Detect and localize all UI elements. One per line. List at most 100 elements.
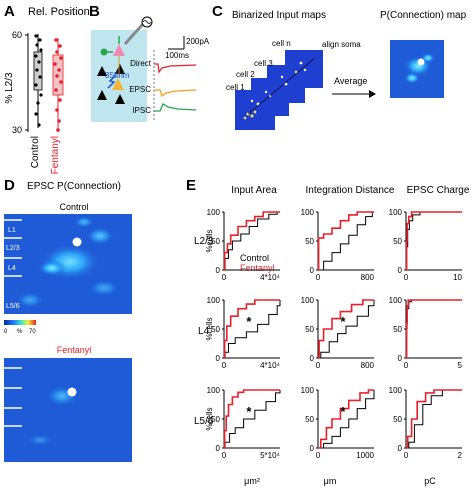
panel-e-unit-1: μm² (244, 476, 260, 486)
panel-a-fentanyl-box (52, 38, 64, 132)
panel-e-col-title-2: Integration Distance (306, 185, 395, 196)
panel-d-colorbar-unit: % (17, 329, 23, 335)
panel-e-y-tick-label: 100 (301, 208, 315, 217)
panel-e-significance-star: * (340, 404, 346, 419)
panel-e-x-max: 1000 (356, 451, 374, 460)
panel-e-col-title-3: EPSC Charge (407, 185, 470, 196)
panel-e-significance-star: * (246, 404, 252, 419)
panel-e-y-tick-label: 50 (211, 237, 220, 246)
panel-d-layer-l1: L1 (8, 227, 16, 234)
panel-e-significance-star: * (246, 314, 252, 329)
panel-a-tick-label: 30 (12, 125, 22, 135)
panel-e-x-max: 4*10⁴ (260, 361, 280, 370)
panel-b-trace-ipsc: IPSC (132, 106, 151, 115)
panel-d-title: EPSC P(Connection) (27, 181, 121, 192)
panel-d-control-map (4, 214, 132, 314)
panel-b-ipsc-trace (154, 103, 197, 112)
panel-e-y-tick-label: 100 (207, 208, 221, 217)
panel-e-x-zero: 0 (222, 361, 227, 370)
panel-e-y-tick-label: 0 (398, 354, 403, 363)
panel-e-x-max: 5*10⁴ (260, 451, 280, 460)
panel-d-colorbar-max: 70 (29, 329, 36, 335)
panel-e-ylabel: %cells (205, 317, 214, 340)
panel-e-y-tick-label: 50 (305, 237, 314, 246)
panel-e-x-zero: 0 (404, 361, 409, 370)
panel-e-legend-control: Control (240, 253, 269, 263)
panel-e-y-tick-label: 0 (216, 444, 221, 453)
panel-e-fentanyl-curve (318, 389, 374, 449)
panel-e-y-tick-label: 100 (389, 208, 403, 217)
panel-e-x-max: 4*10⁴ (260, 273, 280, 282)
panel-e-y-tick-label: 50 (305, 415, 314, 424)
panel-e-x-zero: 0 (404, 451, 409, 460)
panel-d-letter: D (4, 177, 15, 194)
panel-e-x-max: 5 (458, 361, 463, 370)
panel-e-unit-3: pC (424, 476, 436, 486)
panel-c-title-right: P(Connection) map (380, 10, 467, 21)
panel-e-legend-fentanyl: Fentanyl (240, 263, 275, 273)
panel-e-significance-star: * (340, 314, 346, 329)
panel-b-epsc-trace (154, 89, 197, 98)
panel-e-x-zero: 0 (316, 273, 321, 282)
panel-a-control-box (33, 34, 43, 128)
panel-e-control-curve (224, 211, 280, 271)
panel-e-control-curve (224, 300, 281, 359)
panel-c-title-left: Binarized Input maps (232, 10, 326, 21)
panel-e-control-curve (406, 389, 462, 449)
panel-e-fentanyl-curve (318, 299, 374, 359)
panel-e-x-zero: 0 (404, 273, 409, 282)
panel-e-x-max: 2 (458, 451, 463, 460)
panel-b-trace-epsc: EPSC (129, 85, 151, 94)
panel-c-cell-n: cell n (272, 39, 291, 48)
panel-c-cell-1: cell 1 (226, 83, 245, 92)
panel-e-y-tick-label: 0 (310, 266, 315, 275)
panel-b-electrode (123, 16, 153, 46)
panel-e-y-tick-label: 50 (211, 415, 220, 424)
panel-a-group-control: Control (30, 136, 41, 168)
panel-e-y-tick-label: 100 (389, 296, 403, 305)
panel-e-y-tick-label: 0 (216, 266, 221, 275)
panel-c-arrow-label: Average (334, 76, 367, 86)
panel-d-layer-l4: L4 (8, 265, 16, 272)
panel-e-x-max: 10 (453, 273, 462, 282)
panel-e-control-curve (224, 390, 281, 449)
panel-c-cell-3: cell 3 (254, 59, 273, 68)
panel-b-trace-direct: Direct (130, 59, 152, 68)
panel-a-title: Rel. Position (28, 6, 90, 18)
panel-e-unit-2: μm (324, 476, 337, 486)
panel-e-y-tick-label: 50 (393, 415, 402, 424)
panel-e-x-zero: 0 (222, 451, 227, 460)
panel-e-control-curve (318, 300, 375, 359)
panel-e-control-curve (318, 390, 375, 449)
panel-e-control-curve (406, 211, 462, 271)
panel-e-ylabel: %cells (205, 229, 214, 252)
panel-e-ylabel: %cells (205, 407, 214, 430)
panel-c-probability-map (390, 40, 444, 98)
panel-e-y-tick-label: 50 (211, 325, 220, 334)
panel-e-fentanyl-curve (223, 299, 280, 359)
panel-b-neurons (97, 36, 125, 104)
panel-c-align: align soma (322, 40, 361, 49)
panel-e-col-title-1: Input Area (231, 185, 277, 196)
panel-d-colorbar-min: 0 (4, 329, 8, 335)
panel-e-fentanyl-curve (223, 211, 280, 271)
panel-b-scale-current: 200pA (186, 37, 210, 46)
panel-d-layer-l23: L2/3 (6, 245, 20, 252)
panel-e-row-2: L4 (198, 326, 210, 337)
panel-e-y-tick-label: 100 (207, 296, 221, 305)
panel-e-fentanyl-curve (223, 389, 280, 449)
panel-e-y-tick-label: 0 (310, 444, 315, 453)
panel-e-y-tick-label: 0 (398, 444, 403, 453)
panel-d-layer-l56: L5/6 (6, 303, 20, 310)
panel-e-x-zero: 0 (316, 451, 321, 460)
panel-e-y-tick-label: 0 (398, 266, 403, 275)
panel-e-fentanyl-curve (405, 299, 462, 359)
panel-e-letter: E (186, 177, 196, 194)
panel-b-wavelength: 355nm (105, 71, 130, 80)
panel-a-ylabel: % L2/3 (4, 72, 15, 104)
panel-b-laser-icon (107, 74, 117, 89)
panel-e-x-zero: 0 (222, 273, 227, 282)
panel-d-fentanyl-map (4, 358, 132, 462)
